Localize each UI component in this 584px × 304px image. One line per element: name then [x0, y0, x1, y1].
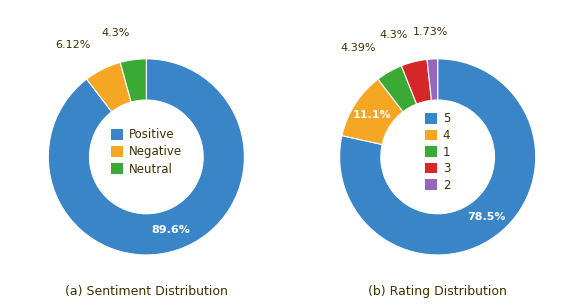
Wedge shape [427, 59, 437, 100]
Text: 6.12%: 6.12% [55, 40, 91, 50]
Wedge shape [401, 59, 432, 104]
Wedge shape [48, 59, 244, 255]
Text: 4.3%: 4.3% [101, 28, 130, 37]
Wedge shape [86, 62, 131, 112]
Text: 89.6%: 89.6% [152, 225, 191, 235]
Wedge shape [340, 59, 536, 255]
Legend: 5, 4, 1, 3, 2: 5, 4, 1, 3, 2 [423, 110, 453, 194]
Title: (a) Sentiment Distribution: (a) Sentiment Distribution [65, 285, 228, 298]
Text: 11.1%: 11.1% [353, 110, 392, 120]
Text: 78.5%: 78.5% [467, 212, 505, 222]
Text: 1.73%: 1.73% [413, 26, 449, 36]
Wedge shape [378, 66, 416, 112]
Title: (b) Rating Distribution: (b) Rating Distribution [369, 285, 507, 298]
Wedge shape [120, 59, 147, 102]
Wedge shape [342, 79, 403, 144]
Legend: Positive, Negative, Neutral: Positive, Negative, Neutral [109, 126, 184, 178]
Text: 4.39%: 4.39% [340, 43, 376, 53]
Text: 4.3%: 4.3% [379, 30, 408, 40]
